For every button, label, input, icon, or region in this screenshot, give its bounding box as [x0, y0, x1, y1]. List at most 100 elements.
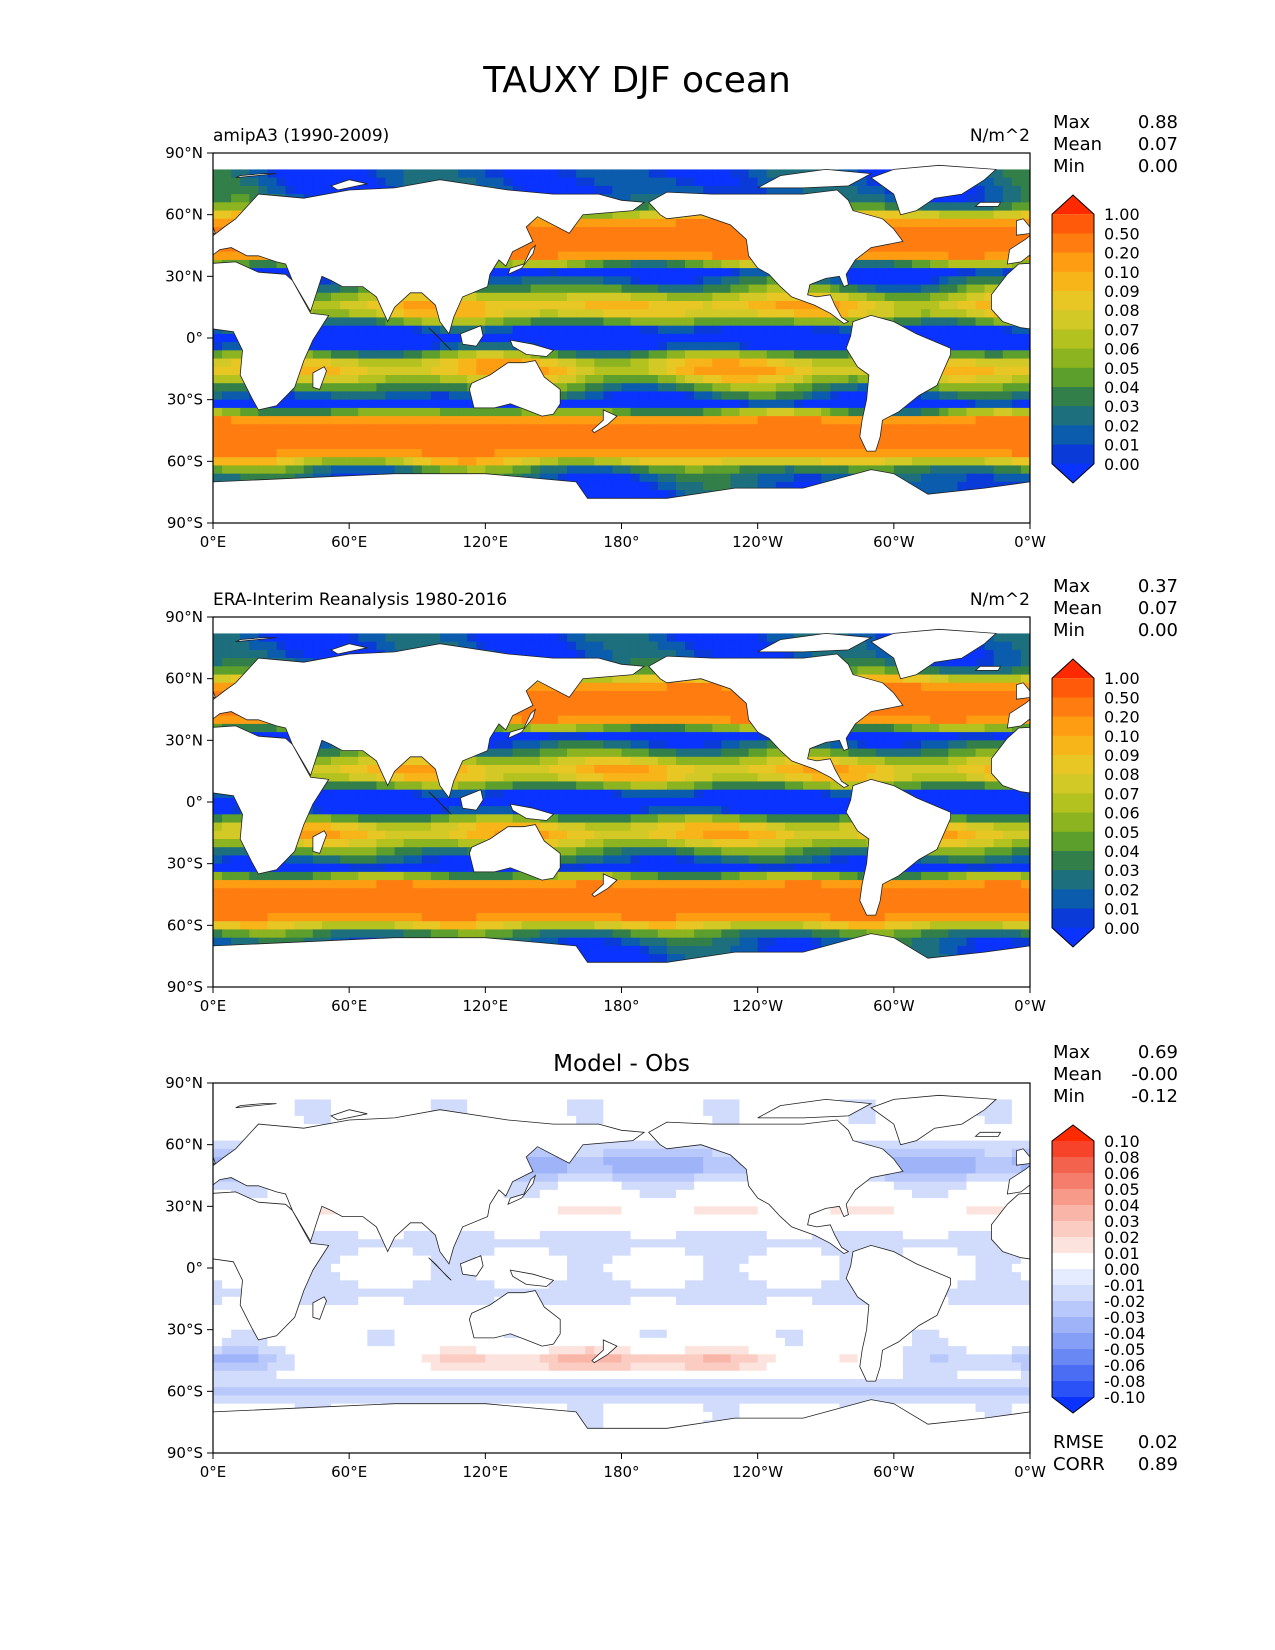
field-cell	[966, 473, 977, 483]
field-cell	[675, 465, 686, 475]
field-cell	[249, 432, 259, 442]
field-cell	[376, 366, 387, 376]
field-cell	[385, 366, 396, 376]
field-cell	[966, 407, 977, 417]
field-cell	[439, 350, 450, 360]
field-cell	[685, 391, 695, 401]
field-cell	[775, 649, 786, 659]
field-cell	[494, 449, 505, 458]
field-cell	[222, 649, 232, 659]
field-cell	[557, 416, 568, 425]
field-cell	[603, 227, 614, 236]
field-cell	[948, 666, 958, 676]
field-cell	[612, 342, 623, 351]
field-cell	[666, 481, 677, 491]
field-cell	[703, 723, 713, 733]
field-cell	[331, 440, 341, 450]
field-cell	[276, 424, 287, 434]
field-cell	[449, 407, 459, 417]
field-cell	[385, 457, 396, 467]
field-cell	[993, 416, 1004, 425]
field-cell	[494, 358, 505, 368]
field-cell	[866, 301, 877, 310]
field-cell	[449, 457, 459, 467]
field-cell	[993, 399, 1004, 409]
field-cell	[703, 235, 713, 245]
field-cell	[893, 457, 904, 467]
field-cell	[721, 707, 732, 717]
field-cell	[739, 424, 750, 434]
field-cell	[303, 432, 314, 442]
field-cell	[557, 457, 568, 467]
field-cell	[657, 715, 668, 725]
field-cell	[467, 309, 477, 319]
field-cell	[893, 259, 904, 269]
field-cell	[612, 292, 623, 302]
field-cell	[694, 276, 704, 286]
field-cell	[258, 424, 269, 434]
field-cell	[757, 177, 768, 187]
field-cell	[576, 383, 586, 393]
field-cell	[830, 284, 840, 294]
field-cell	[694, 691, 704, 700]
field-cell	[739, 399, 750, 409]
field-cell	[993, 218, 1004, 228]
field-cell	[521, 333, 532, 343]
field-cell	[285, 440, 296, 450]
field-cell	[884, 309, 895, 319]
field-cell	[567, 292, 577, 302]
field-cell	[993, 202, 1004, 212]
field-cell	[349, 383, 359, 393]
colorbar-level-label: 0.08	[1104, 301, 1140, 320]
field-cell	[793, 407, 804, 417]
field-cell	[303, 391, 314, 401]
field-cell	[685, 243, 695, 253]
field-cell	[349, 633, 359, 643]
field-cell	[939, 309, 949, 319]
field-cell	[639, 235, 650, 245]
field-cell	[984, 227, 995, 236]
field-cell	[639, 432, 650, 442]
field-cell	[349, 284, 359, 294]
field-cell	[839, 399, 850, 409]
field-cell	[821, 465, 831, 475]
field-cell	[875, 666, 886, 676]
field-cell	[957, 235, 968, 245]
field-cell	[530, 309, 541, 319]
field-cell	[240, 658, 250, 667]
field-cell	[476, 301, 486, 310]
field-cell	[1020, 366, 1030, 376]
field-cell	[421, 375, 432, 384]
field-cell	[358, 325, 368, 335]
field-cell	[231, 440, 241, 450]
field-cell	[803, 457, 813, 467]
field-cell	[476, 457, 486, 467]
field-cell	[240, 194, 250, 203]
field-cell	[730, 292, 741, 302]
field-cell	[821, 350, 831, 360]
field-cell	[993, 325, 1004, 335]
field-cell	[839, 342, 850, 351]
field-cell	[358, 383, 368, 393]
field-cell	[539, 358, 550, 368]
field-cell	[376, 432, 387, 442]
field-cell	[449, 169, 459, 179]
field-cell	[503, 407, 514, 417]
field-cell	[657, 391, 668, 401]
field-cell	[222, 457, 232, 467]
field-cell	[476, 317, 486, 327]
field-cell	[222, 383, 232, 393]
field-cell	[494, 457, 505, 467]
field-cell	[730, 691, 741, 700]
field-cell	[548, 740, 559, 750]
field-cell	[984, 325, 995, 335]
field-cell	[394, 342, 405, 351]
field-cell	[957, 301, 968, 310]
field-cell	[340, 449, 350, 458]
field-cell	[639, 641, 650, 651]
field-cell	[757, 633, 768, 643]
field-cell	[521, 449, 532, 458]
field-cell	[666, 317, 677, 327]
field-cell	[712, 350, 722, 360]
field-cell	[557, 358, 568, 368]
